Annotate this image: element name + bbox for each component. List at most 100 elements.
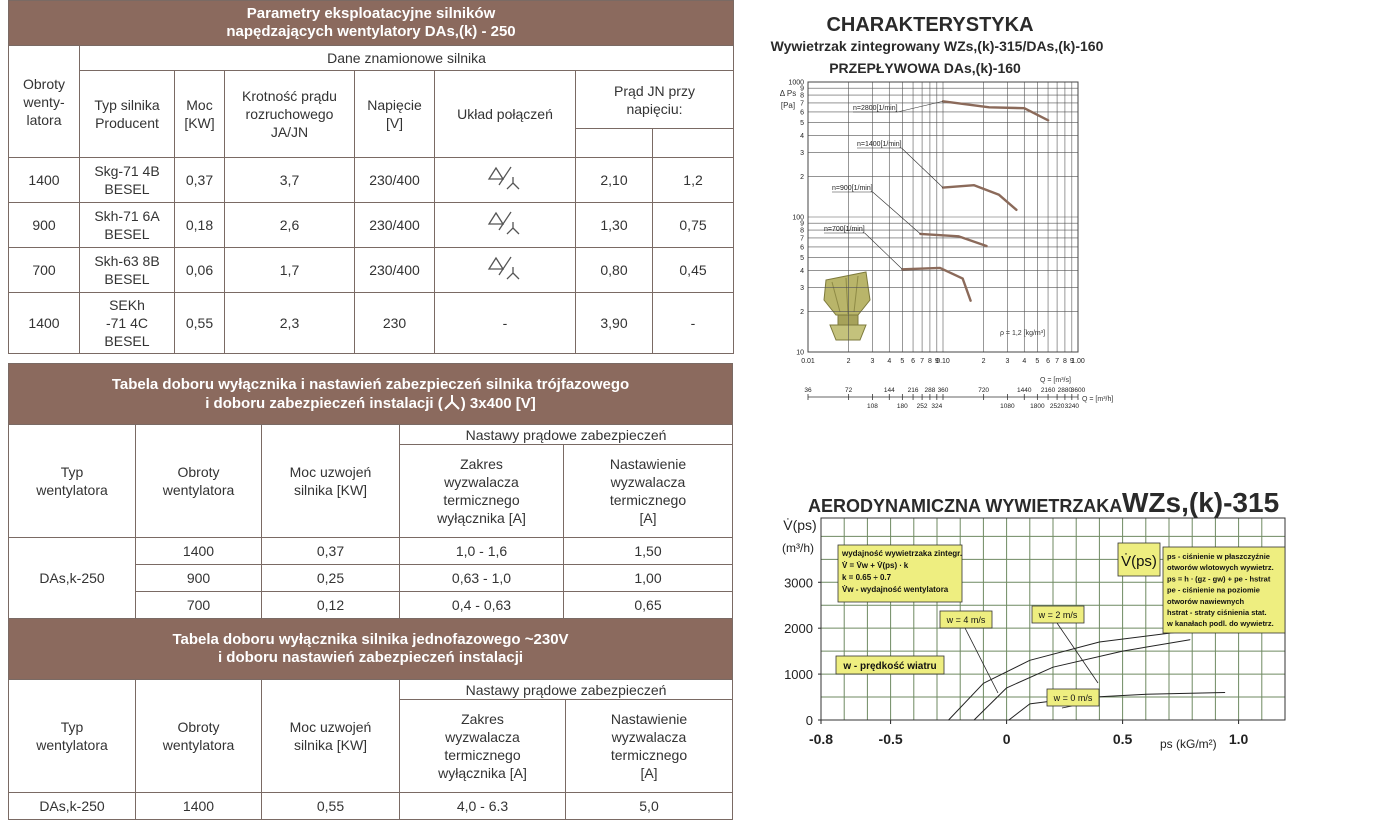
x2-tick-label: 3600 <box>1071 387 1086 394</box>
row: DAs,k-250 1400 0,55 4,0 - 6.3 5,0 <box>8 792 733 820</box>
leader-line <box>901 147 944 188</box>
header: Zakres wyzwalacza termicznego wyłącznika… <box>399 444 564 538</box>
y-tick-label: 8 <box>800 228 804 235</box>
cell: 230/400 <box>354 157 435 203</box>
x-tick-label: 5 <box>900 358 904 365</box>
y-tick-label: 3000 <box>784 575 813 590</box>
series-label: n=700[1/min] <box>824 226 865 233</box>
cell: 230/400 <box>354 202 435 248</box>
x2-tick-label: 2880 <box>1058 387 1073 394</box>
header: Nastawienie wyzwalacza termicznego [A] <box>562 444 734 538</box>
x-tick-label: 1.00 <box>1071 358 1085 365</box>
y-tick-label: 3 <box>800 150 804 157</box>
cell: 2,3 <box>224 292 355 354</box>
row: 1400 Skg-71 4B BESEL 0,37 3,7 230/400 2,… <box>8 157 735 203</box>
note-text: pe - ciśnienie na poziomie <box>1167 586 1260 595</box>
cell: DAs,k-250 <box>8 792 136 820</box>
row: 1400 SEKh -71 4C BESEL 0,55 2,3 230 - 3,… <box>8 292 735 354</box>
cell: 0,12 <box>261 591 400 619</box>
cell: 230/400 <box>354 247 435 293</box>
header: Obroty wentylatora <box>135 424 262 538</box>
motor-table: Parametry eksploatacyjne silników napędza… <box>7 0 735 354</box>
header-text: Typ wentylatora <box>36 464 108 498</box>
y-tick-label: 10 <box>796 350 804 357</box>
leader-line <box>964 627 999 694</box>
title-line: Tabela doboru wyłącznika i nastawień zab… <box>111 375 630 393</box>
header: Nastawienie wyzwalacza termicznego [A] <box>565 699 733 793</box>
cell: 1,00 <box>562 564 734 592</box>
cell-text: Skg-71 4B BESEL <box>94 163 160 197</box>
header-text: Obroty wenty-latora <box>22 75 65 128</box>
cell: 0,63 - 1,0 <box>399 564 564 592</box>
x-tick-label: 5 <box>1035 358 1039 365</box>
table-title: Parametry eksploatacyjne silników napędza… <box>7 0 735 46</box>
star-icon <box>444 394 460 410</box>
y-tick-label: 100 <box>792 215 804 222</box>
x-tick-label: 2 <box>847 358 851 365</box>
note-text: wydajność wywietrzaka zintegr. <box>841 549 962 558</box>
x2-tick-label: 108 <box>867 403 878 410</box>
ventilator-image <box>823 271 871 341</box>
cell: 0,18 <box>174 202 225 248</box>
y-tick-label: 3 <box>800 285 804 292</box>
cell: 4,0 - 6.3 <box>399 792 566 820</box>
cell-text: SEKh -71 4C BESEL <box>104 297 150 349</box>
series-line <box>941 184 1018 211</box>
header-text: Napięcie [V] <box>367 97 422 131</box>
series-label: n=2800[1/min] <box>853 105 898 112</box>
header: Prąd JN przy napięciu: <box>574 70 735 129</box>
x2-tick-label: 720 <box>978 387 989 394</box>
y-tick-label: 7 <box>800 235 804 242</box>
x-tick-label: 4 <box>1022 358 1026 365</box>
x2-tick-label: 3240 <box>1065 403 1080 410</box>
header-text: Moc uzwojeń silnika [KW] <box>289 464 372 498</box>
note-box <box>1162 546 1286 634</box>
header: Układ połączeń <box>434 70 576 158</box>
table-title: Tabela doboru wyłącznika i nastawień zab… <box>7 363 734 425</box>
cell: 0,4 - 0,63 <box>399 591 564 619</box>
row: DAs,k-250 1400 0,37 1,0 - 1,6 1,50 <box>8 537 734 619</box>
series-label: w = 4 m/s <box>946 615 986 625</box>
note-symbol: V̇(ps) <box>1121 553 1157 570</box>
leader-line <box>1056 622 1099 684</box>
cell: 230 <box>354 292 435 354</box>
x2-tick-label: 144 <box>884 387 895 394</box>
cell: 1,50 <box>562 537 734 565</box>
note-text: k = 0.65 ÷ 0.7 <box>842 573 892 582</box>
x2-tick-label: 36 <box>804 387 812 394</box>
cell: 5,0 <box>565 792 733 820</box>
row: 900 Skh-71 6A BESEL 0,18 2,6 230/400 1,3… <box>8 202 735 248</box>
series-line <box>941 100 1050 122</box>
x-tick-label: -0.8 <box>809 731 833 747</box>
header: Napięcie [V] <box>354 70 435 158</box>
note-text: otworów wlotowych wywietrz. <box>1167 563 1274 572</box>
series-line <box>973 639 1191 721</box>
title-line: ) 3x400 [V] <box>460 394 536 412</box>
note-text: w kanałach podl. do wywietrz. <box>1166 619 1274 628</box>
cell: 0,25 <box>261 564 400 592</box>
header-text: Prąd JN przy napięciu: <box>614 82 695 117</box>
y-axis-label: [Pa] <box>781 101 795 110</box>
x-tick-label: 6 <box>911 358 915 365</box>
group-header: Dane znamionowe silnika <box>78 45 735 71</box>
cell: 700 <box>135 591 262 619</box>
note-box <box>837 544 963 603</box>
header: Typ wentylatora <box>8 424 136 538</box>
cell: Skh-63 8B BESEL <box>79 247 175 293</box>
cell: 3,7 <box>224 157 355 203</box>
three-phase-table: Tabela doboru wyłącznika i nastawień zab… <box>7 363 734 619</box>
x-tick-label: 9 <box>1070 358 1074 365</box>
plot-frame <box>807 81 1079 353</box>
x-tick-label: 3 <box>870 358 874 365</box>
series-label: n=1400[1/min] <box>857 141 902 148</box>
y-tick-label: 1000 <box>784 667 813 682</box>
x-tick-label: 8 <box>928 358 932 365</box>
x2-tick-label: 1080 <box>1000 403 1015 410</box>
x-tick-label: 1.0 <box>1229 731 1249 747</box>
series-line <box>919 232 988 248</box>
y-tick-label: 1000 <box>788 80 804 87</box>
x2-tick-label: 288 <box>924 387 935 394</box>
series-label-box <box>1031 605 1085 624</box>
